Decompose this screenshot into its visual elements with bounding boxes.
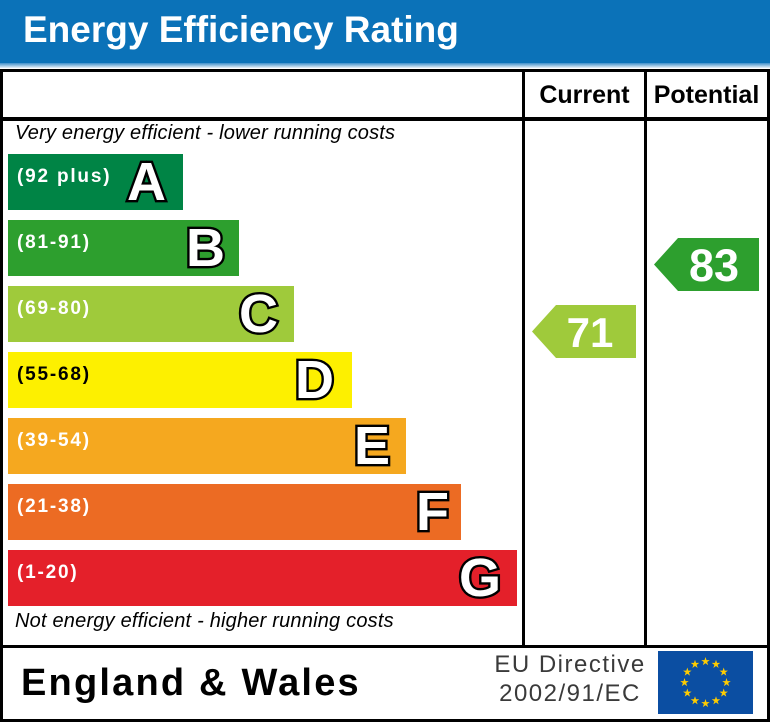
svg-text:B: B <box>186 220 225 274</box>
svg-text:E: E <box>354 418 390 472</box>
svg-text:A: A <box>127 154 166 208</box>
svg-text:D: D <box>295 352 334 406</box>
svg-text:G: G <box>459 550 501 604</box>
svg-text:F: F <box>416 484 449 538</box>
svg-text:83: 83 <box>689 240 739 291</box>
svg-text:C: C <box>239 286 278 340</box>
svg-text:71: 71 <box>567 309 614 356</box>
